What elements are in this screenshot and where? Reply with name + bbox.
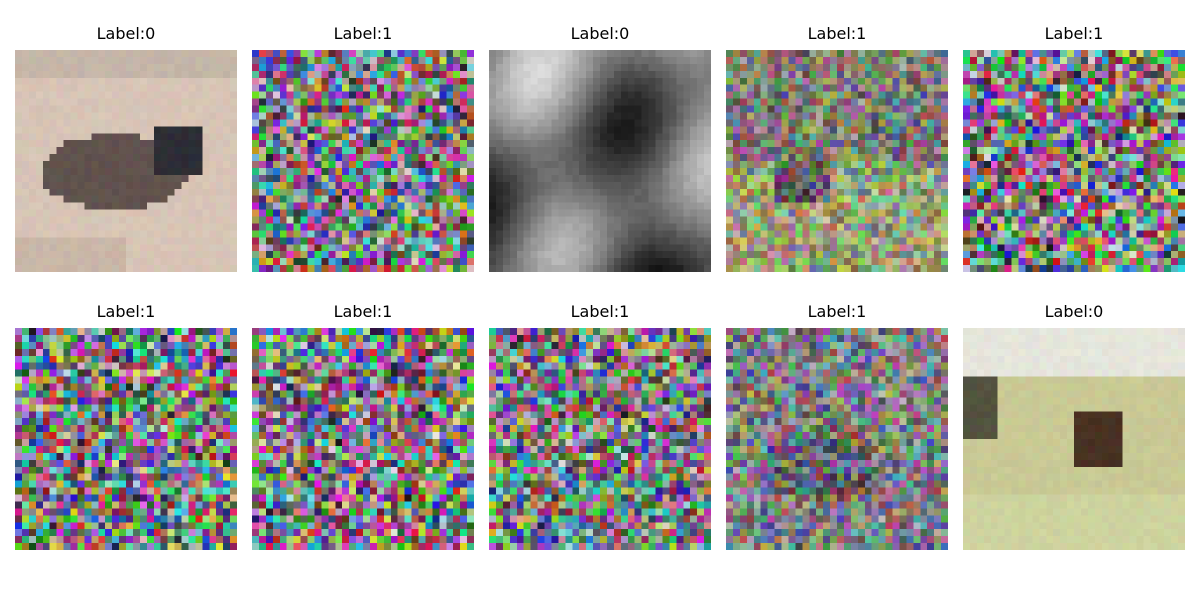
panel-10: Label:0 (963, 278, 1185, 550)
panel-title: Label:1 (1044, 24, 1104, 43)
panel-image (252, 50, 474, 272)
panel-title: Label:0 (1044, 302, 1104, 321)
panel-title: Label:0 (96, 24, 156, 43)
panel-5: Label:1 (963, 0, 1185, 272)
panel-9: Label:1 (726, 278, 948, 550)
panel-image (726, 50, 948, 272)
panel-title: Label:1 (570, 302, 630, 321)
panel-image (15, 328, 237, 550)
panel-8: Label:1 (489, 278, 711, 550)
panel-title: Label:1 (807, 24, 867, 43)
panel-image (963, 50, 1185, 272)
panel-4: Label:1 (726, 0, 948, 272)
panel-image (252, 328, 474, 550)
panel-image (15, 50, 237, 272)
panel-7: Label:1 (252, 278, 474, 550)
panel-image (963, 328, 1185, 550)
panel-6: Label:1 (15, 278, 237, 550)
panel-title: Label:1 (807, 302, 867, 321)
panel-2: Label:1 (252, 0, 474, 272)
panel-title: Label:1 (333, 302, 393, 321)
panel-title: Label:1 (96, 302, 156, 321)
panel-3: Label:0 (489, 0, 711, 272)
panel-title: Label:0 (570, 24, 630, 43)
panel-title: Label:1 (333, 24, 393, 43)
panel-image (726, 328, 948, 550)
panel-image (489, 50, 711, 272)
panel-1: Label:0 (15, 0, 237, 272)
panel-image (489, 328, 711, 550)
